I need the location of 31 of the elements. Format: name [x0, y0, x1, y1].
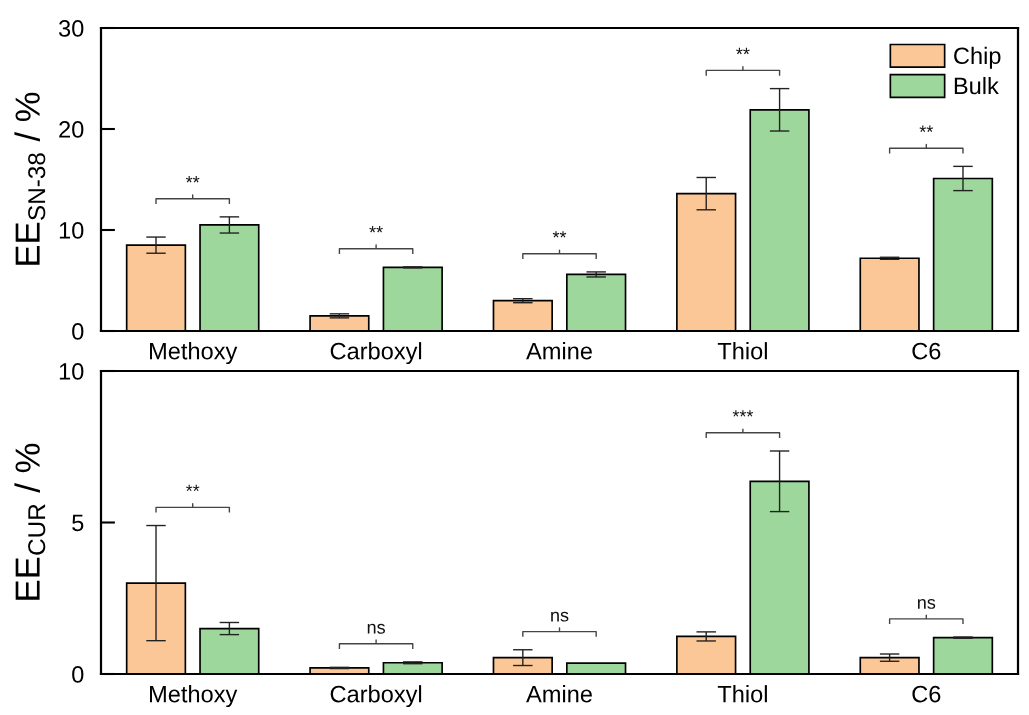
annotation: **	[185, 176, 200, 183]
x-tick-label: Thiol	[717, 342, 767, 360]
x-tick-label: Carboxyl	[330, 342, 422, 365]
annotation: **	[736, 47, 750, 55]
y-tick-label: 0	[72, 323, 84, 340]
legend-label: Bulk	[954, 76, 999, 95]
x-tick-label: Amine	[526, 685, 592, 703]
annotation: **	[552, 231, 567, 238]
y-axis-title: EE$_{CUR}$ / %	[14, 443, 46, 600]
annotation: ns	[367, 623, 385, 634]
y-tick-label: 10	[59, 222, 84, 239]
y-tick-label: 20	[59, 121, 84, 138]
annotation: **	[185, 484, 200, 492]
annotation: ns	[551, 611, 569, 622]
x-tick-label: C6	[912, 342, 941, 360]
x-tick-label: C6	[912, 685, 941, 703]
y-tick-label: 0	[72, 666, 84, 683]
legend-label: Chip	[954, 46, 1001, 69]
annotation: ns	[917, 598, 936, 609]
annotation: **	[919, 125, 934, 132]
annotation: ***	[732, 410, 754, 417]
x-tick-label: Amine	[526, 342, 592, 360]
x-tick-label: Thiol	[717, 685, 767, 703]
y-axis-title: EE$_{SN-38}$ / %	[14, 92, 46, 265]
x-tick-label: Methoxy	[150, 342, 238, 365]
annotation: **	[369, 226, 383, 233]
x-tick-label: Methoxy	[150, 685, 238, 708]
y-tick-label: 5	[72, 514, 84, 532]
y-tick-label: 30	[58, 20, 84, 37]
x-tick-label: Carboxyl	[330, 685, 422, 708]
y-tick-label: 10	[59, 363, 84, 380]
